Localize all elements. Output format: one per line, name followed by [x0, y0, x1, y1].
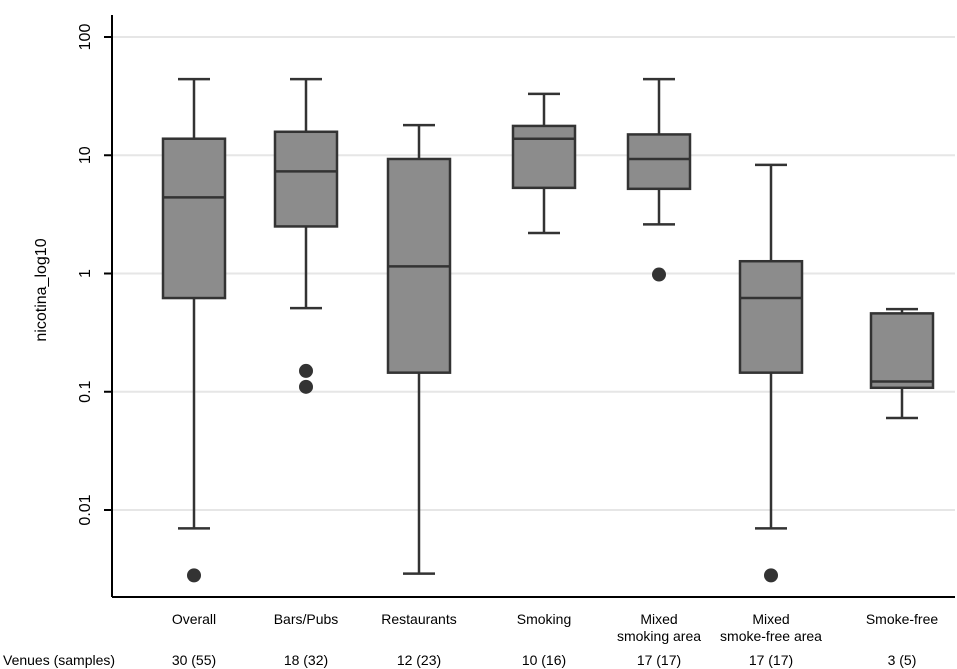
category-label: Overall — [172, 611, 216, 627]
box-group — [626, 77, 692, 282]
outlier-point — [299, 379, 313, 394]
iqr-box — [626, 133, 692, 191]
venue-sample-count: 12 (23) — [397, 652, 441, 668]
venue-sample-count: 17 (17) — [637, 652, 681, 668]
category-label: Restaurants — [381, 611, 456, 627]
y-tick-label: 0.01 — [77, 494, 94, 525]
iqr-box — [511, 124, 577, 190]
outlier-point — [764, 568, 778, 583]
category-label: Smoke-free — [866, 611, 939, 627]
outlier-point — [299, 363, 313, 378]
boxes — [161, 77, 935, 583]
venue-sample-count: 10 (16) — [522, 652, 566, 668]
box-group — [738, 163, 804, 583]
outlier-point — [187, 568, 201, 583]
iqr-box — [161, 137, 227, 300]
category-label: Mixed — [640, 611, 677, 627]
box-group — [273, 77, 339, 394]
venue-sample-count: 3 (5) — [888, 652, 917, 668]
category-label: Mixed — [752, 611, 789, 627]
category-label: Bars/Pubs — [274, 611, 339, 627]
venue-sample-count: 30 (55) — [172, 652, 216, 668]
box-group — [511, 92, 577, 235]
y-tick-label: 1 — [77, 269, 94, 278]
outlier-point — [652, 267, 666, 282]
venue-sample-count: 17 (17) — [749, 652, 793, 668]
iqr-box — [273, 130, 339, 228]
y-tick-label: 0.1 — [77, 381, 94, 403]
y-axis-title: nicotina_log10 — [33, 238, 50, 341]
category-label: smoking area — [617, 628, 701, 644]
iqr-box — [738, 259, 804, 374]
venue-sample-count: 18 (32) — [284, 652, 328, 668]
category-label: Smoking — [517, 611, 571, 627]
box-group — [161, 77, 227, 583]
box-group — [869, 307, 935, 420]
box-group — [386, 123, 452, 575]
iqr-box — [869, 312, 935, 390]
category-labels: Overall 30 (55) Bars/Pubs 18 (32) Restaurant… — [172, 611, 939, 668]
y-ticks: 100 10 1 0.1 0.01 — [77, 24, 112, 526]
gridlines — [112, 36, 955, 511]
y-tick-label: 10 — [77, 146, 94, 164]
axes: nicotina_log10 Venues (samples) — [3, 15, 955, 668]
venues-row-label: Venues (samples) — [3, 652, 115, 668]
category-label: smoke-free area — [720, 628, 822, 644]
y-tick-label: 100 — [77, 24, 94, 51]
